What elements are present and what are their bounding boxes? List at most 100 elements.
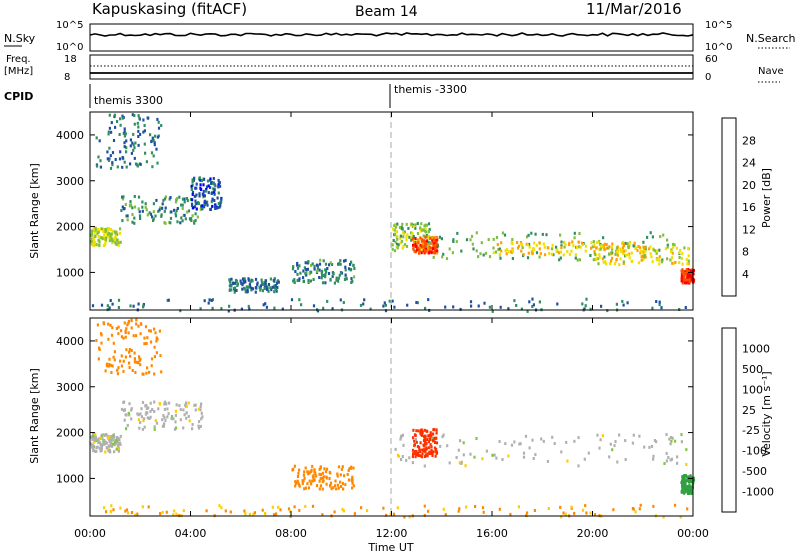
power-cell [132,132,135,136]
velocity-cell [430,445,433,449]
power-cell [169,216,173,220]
velocity-cell [108,440,111,444]
power-cell [213,204,217,208]
velocity-cell [149,401,152,405]
power-cell [254,286,257,289]
velocity-cell [349,466,353,470]
freq-left-tick-top: 18 [64,54,77,65]
velocity-cell [125,427,128,431]
power-cell [318,262,322,266]
velocity-cell [307,470,310,474]
power-cell [217,191,220,195]
power-cell [526,243,529,247]
power-cell [305,270,308,274]
power-cell [519,241,523,244]
power-cell [194,199,197,203]
velocity-cell [168,401,171,405]
velocity-cell [419,441,422,445]
power-cell [302,269,305,273]
velocity-cell [457,448,460,452]
power-cell [123,127,126,131]
power-cell [199,207,202,211]
velocity-cell [330,487,333,491]
velocity-cell [99,441,102,445]
power-cell [397,243,400,247]
power-cell [272,278,275,282]
velocity-cell [146,336,149,340]
power-cell [137,114,140,118]
power-cell [391,243,394,247]
power-cell [108,113,111,117]
velocity-cell [108,435,111,439]
velocity-cell [96,445,99,449]
power-cell [595,257,598,261]
power-cell [123,141,126,145]
power-cell [219,202,222,206]
x-axis-title: Time UT [367,541,413,554]
velocity-cell [123,321,126,325]
velocity-cell [145,371,148,375]
velocity-cell [106,434,109,438]
velocity-cell [648,445,651,449]
power-cell [270,288,273,292]
velocity-cell [128,361,131,365]
cpid-entry-0: themis 3300 [94,94,163,107]
power-cell [312,278,315,281]
velocity-cell [350,478,353,482]
power-cell [244,280,247,284]
power-cell [296,272,299,276]
power-cell [175,209,178,213]
velocity-cell [413,439,416,443]
velocity-cell [105,364,108,368]
power-cell [111,163,114,167]
power-cell [113,238,117,242]
velocity-cell [114,439,117,443]
power-cell [212,182,215,186]
power-cell [613,262,616,266]
velocity-cell [321,471,324,475]
power-cell [305,268,308,272]
power-cell [507,250,510,254]
velocity-cell [426,452,429,456]
power-cell [671,251,674,255]
power-cell [343,278,347,281]
velocity-cell [148,417,151,420]
velocity-cell [248,512,251,516]
power-cell [651,306,654,310]
velocity-cell [107,322,110,326]
velocity-cell [174,420,177,424]
power-cell [141,205,144,209]
velocity-cell [687,486,690,490]
velocity-cell [117,332,120,336]
velocity-cell [690,492,694,495]
velocity-cell [100,448,103,452]
power-cell [560,240,563,244]
power-cell [194,219,197,222]
power-cell [402,235,405,239]
velocity-cell [199,405,202,409]
power-cell [602,245,605,249]
velocity-cell [329,481,333,485]
power-cell [608,252,611,256]
power-cell [442,252,445,256]
power-cell [574,256,577,260]
velocity-cell [197,407,200,411]
power-cell [427,247,430,251]
power-cell [247,278,250,282]
velocity-cell [435,441,439,445]
velocity-cell [446,444,449,448]
power-cell [628,240,632,244]
power-cell [249,285,252,289]
power-cell [511,257,514,260]
velocity-cell [429,432,432,436]
velocity-cell [146,366,149,370]
power-cell [477,255,480,259]
power-cell [339,259,342,263]
power-cell [118,133,121,136]
velocity-cell [130,417,133,421]
power-cell [179,309,182,313]
power-cell [511,248,514,252]
power-cell [262,283,265,287]
power-cell [624,253,627,257]
